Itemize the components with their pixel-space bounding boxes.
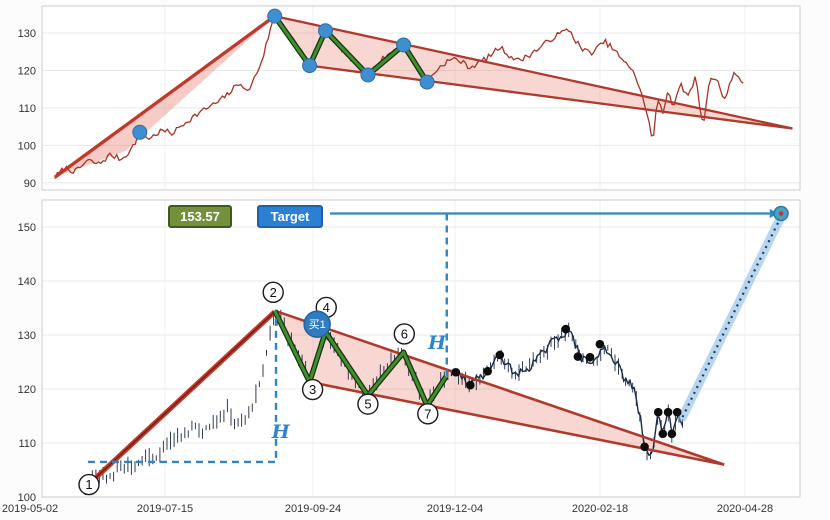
x-axis-label: 2020-04-28 (717, 503, 773, 515)
wave-marker-6: 6 (393, 323, 416, 345)
swing-dot (132, 124, 148, 140)
axis-labels: 90 100 110 120 130 100 110 120 130 140 150 2019-05-… (2, 28, 773, 515)
pennant-upper-line (274, 309, 725, 466)
price-dot (672, 407, 682, 417)
height-measure-dash (88, 313, 278, 464)
wave-marker-2: 2 (262, 281, 284, 304)
top-panel-border (41, 5, 801, 191)
y-axis-label: 110 (18, 438, 36, 450)
wave-marker-label: 5 (364, 397, 371, 412)
price-dot (573, 352, 583, 361)
target-point-center (778, 211, 784, 216)
price-dot (483, 366, 493, 376)
swing-dot (267, 8, 283, 24)
wave-marker-1: 1 (78, 473, 100, 496)
y-axis-label: 100 (18, 140, 36, 152)
pennant-lower-line (309, 64, 793, 130)
y-axis-label: 150 (18, 222, 36, 234)
x-axis-label: 2019-05-02 (2, 503, 58, 515)
price-dot (451, 367, 461, 377)
uptrend-core-line (86, 311, 276, 487)
wave-marker-label: 6 (401, 326, 408, 341)
wave-marker-label: 3 (309, 382, 316, 397)
buy-signal-label: 买1 (309, 318, 326, 331)
pennant-lower-line (309, 380, 725, 466)
swing-dot (317, 23, 333, 39)
price-dot (465, 380, 475, 390)
x-axis-label: 2019-09-24 (285, 503, 341, 515)
y-axis-label: 90 (24, 178, 36, 190)
y-axis-label: 100 (18, 492, 36, 504)
price-dot (495, 350, 505, 360)
y-axis-label: 130 (18, 330, 36, 342)
wave-marker-label: 2 (270, 285, 277, 300)
wave-marker-label: 4 (323, 300, 330, 315)
buy-signal-marker: 买1 (303, 310, 331, 338)
price-dot (561, 324, 571, 334)
height-label: H (271, 421, 291, 443)
x-axis-label: 2019-12-04 (427, 503, 483, 515)
y-axis-label: 120 (18, 65, 36, 77)
bottom-panel-border (41, 199, 801, 498)
x-axis-label: 2019-07-15 (137, 503, 193, 515)
wave-marker-7: 7 (417, 403, 439, 425)
y-axis-label: 140 (18, 276, 36, 288)
wave-marker-5: 5 (357, 393, 379, 415)
uptrend-line (53, 14, 276, 179)
swing-dot (396, 37, 412, 53)
target-button[interactable]: Target (257, 205, 323, 228)
wave-marker-label: 7 (424, 406, 431, 421)
target-price-badge: 153.57 (168, 205, 232, 228)
price-dot (585, 352, 595, 362)
price-dot (663, 407, 673, 417)
price-dot (595, 339, 605, 349)
bottom-panel-group: 1 2 3 4 5 6 7 买1 H H (41, 199, 801, 498)
swing-dot (302, 58, 318, 74)
pennant-upper-line (274, 14, 793, 130)
top-panel-group (41, 5, 801, 191)
top-panel-grid (42, 6, 800, 190)
price-dot (640, 442, 649, 452)
y-axis-label: 130 (18, 28, 36, 40)
x-axis-label: 2020-02-18 (572, 503, 628, 515)
price-dot (653, 407, 663, 417)
swing-dot (360, 67, 376, 83)
height-label: H (427, 332, 447, 354)
wave-marker-3: 3 (301, 378, 324, 401)
wave-marker-label: 1 (85, 477, 92, 492)
price-dot (667, 429, 677, 439)
y-axis-label: 120 (18, 384, 36, 396)
y-axis-label: 110 (18, 103, 36, 115)
projection-dotted-line (681, 216, 782, 418)
swing-dot (419, 74, 435, 90)
price-dot (658, 429, 668, 439)
